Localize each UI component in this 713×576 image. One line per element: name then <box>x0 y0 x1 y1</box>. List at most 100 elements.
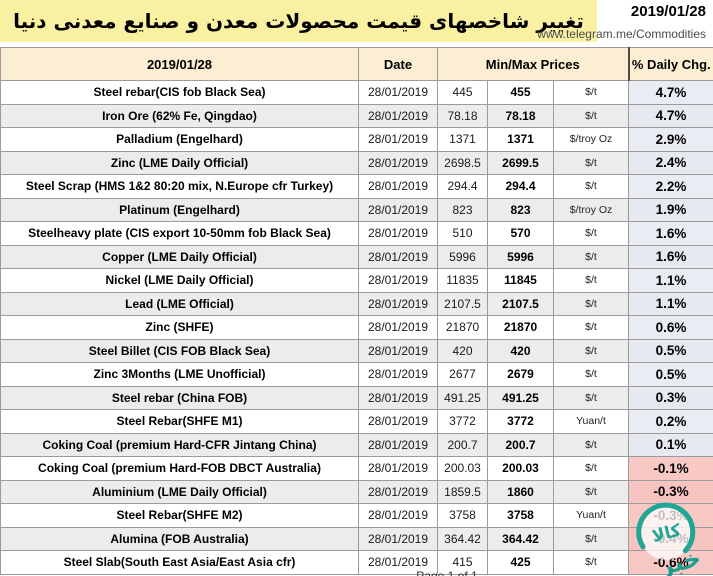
commodity-name-cell: Iron Ore (62% Fe, Qingdao) <box>0 103 359 128</box>
daily-change-cell: 0.5% <box>628 362 713 387</box>
watermark-icon: کالا خبر <box>636 502 704 576</box>
date-cell: 28/01/2019 <box>358 127 438 152</box>
date-cell: 28/01/2019 <box>358 268 438 293</box>
max-price-cell: 3758 <box>487 503 554 528</box>
max-price-cell: 1371 <box>487 127 554 152</box>
table-row: Zinc (LME Daily Official) 28/01/2019 2698.… <box>0 150 713 175</box>
unit-cell: $/t <box>552 103 630 128</box>
min-price-cell: 510 <box>437 221 488 246</box>
unit-cell: $/t <box>552 526 630 551</box>
min-price-cell: 78.18 <box>437 103 488 128</box>
daily-change-cell: 0.1% <box>628 432 713 457</box>
commodity-name-cell: Steel Rebar(SHFE M2) <box>0 503 359 528</box>
max-price-cell: 78.18 <box>487 103 554 128</box>
unit-cell: $/t <box>552 291 630 316</box>
prices-table: 2019/01/28 Date Min/Max Prices % Daily C… <box>0 47 713 575</box>
min-price-cell: 3772 <box>437 409 488 434</box>
unit-cell: $/troy Oz <box>552 127 630 152</box>
table-row: Steel Billet (CIS FOB Black Sea) 28/01/20… <box>0 338 713 363</box>
date-cell: 28/01/2019 <box>358 80 438 105</box>
table-row: Aluminium (LME Daily Official) 28/01/2019… <box>0 479 713 504</box>
table-row: Alumina (FOB Australia) 28/01/2019 364.42 3… <box>0 526 713 551</box>
table-row: Iron Ore (62% Fe, Qingdao) 28/01/2019 78.1… <box>0 103 713 128</box>
header-meta: 2019/01/28 www.telegram.me/Commodities <box>537 3 706 41</box>
date-cell: 28/01/2019 <box>358 550 438 575</box>
min-price-cell: 200.03 <box>437 456 488 481</box>
table-row: Steel rebar(CIS fob Black Sea) 28/01/2019… <box>0 80 713 105</box>
daily-change-cell: 2.9% <box>628 127 713 152</box>
date-cell: 28/01/2019 <box>358 526 438 551</box>
commodity-name-cell: Zinc (LME Daily Official) <box>0 150 359 175</box>
daily-change-cell: -0.3% <box>628 479 713 504</box>
unit-cell: $/t <box>552 268 630 293</box>
min-price-cell: 3758 <box>437 503 488 528</box>
max-price-cell: 420 <box>487 338 554 363</box>
commodity-name-cell: Zinc (SHFE) <box>0 315 359 340</box>
daily-change-cell: 1.1% <box>628 268 713 293</box>
min-price-cell: 2698.5 <box>437 150 488 175</box>
date-cell: 28/01/2019 <box>358 244 438 269</box>
daily-change-cell: 0.2% <box>628 409 713 434</box>
unit-cell: $/t <box>552 174 630 199</box>
column-header-daily-change: % Daily Chg. <box>627 47 713 81</box>
commodity-name-cell: Alumina (FOB Australia) <box>0 526 359 551</box>
min-price-cell: 420 <box>437 338 488 363</box>
commodity-name-cell: Lead (LME Official) <box>0 291 359 316</box>
max-price-cell: 491.25 <box>487 385 554 410</box>
max-price-cell: 200.7 <box>487 432 554 457</box>
min-price-cell: 823 <box>437 197 488 222</box>
daily-change-cell: 0.5% <box>628 338 713 363</box>
max-price-cell: 200.03 <box>487 456 554 481</box>
max-price-cell: 5996 <box>487 244 554 269</box>
unit-cell: $/t <box>552 432 630 457</box>
commodity-name-cell: Coking Coal (premium Hard-FOB DBCT Austr… <box>0 456 359 481</box>
daily-change-cell: 2.2% <box>628 174 713 199</box>
date-cell: 28/01/2019 <box>358 456 438 481</box>
unit-cell: $/t <box>552 550 630 575</box>
page-number: Page 1 of 1 <box>416 569 478 576</box>
daily-change-cell: 0.3% <box>628 385 713 410</box>
daily-change-cell: 4.7% <box>628 103 713 128</box>
unit-cell: $/t <box>552 362 630 387</box>
min-price-cell: 364.42 <box>437 526 488 551</box>
daily-change-cell: -0.1% <box>628 456 713 481</box>
table-row: Platinum (Engelhard) 28/01/2019 823 823 $/tr… <box>0 197 713 222</box>
header-date: 2019/01/28 <box>630 3 706 20</box>
column-header-minmax: Min/Max Prices <box>436 47 630 81</box>
commodity-name-cell: Aluminium (LME Daily Official) <box>0 479 359 504</box>
commodity-name-cell: Zinc 3Months (LME Unofficial) <box>0 362 359 387</box>
max-price-cell: 3772 <box>487 409 554 434</box>
watermark-logo: کالا خبر <box>623 502 713 576</box>
date-cell: 28/01/2019 <box>358 291 438 316</box>
date-cell: 28/01/2019 <box>358 409 438 434</box>
min-price-cell: 1859.5 <box>437 479 488 504</box>
unit-cell: $/troy Oz <box>552 197 630 222</box>
unit-cell: $/t <box>552 338 630 363</box>
commodity-name-cell: Copper (LME Daily Official) <box>0 244 359 269</box>
min-price-cell: 21870 <box>437 315 488 340</box>
date-cell: 28/01/2019 <box>358 503 438 528</box>
commodity-name-cell: Steel Rebar(SHFE M1) <box>0 409 359 434</box>
commodity-name-cell: Steel rebar (China FOB) <box>0 385 359 410</box>
commodity-name-cell: Nickel (LME Daily Official) <box>0 268 359 293</box>
unit-cell: $/t <box>552 80 630 105</box>
table-row: Steel Rebar(SHFE M1) 28/01/2019 3772 3772 Yu… <box>0 409 713 434</box>
column-header-date: Date <box>358 47 438 81</box>
table-row: Steelheavy plate (CIS export 10-50mm fob… <box>0 221 713 246</box>
unit-cell: $/t <box>552 150 630 175</box>
min-price-cell: 491.25 <box>437 385 488 410</box>
table-row: Steel Slab(South East Asia/East Asia cfr… <box>0 550 713 575</box>
daily-change-cell: -0.6% <box>628 550 713 575</box>
unit-cell: $/t <box>552 221 630 246</box>
commodity-name-cell: Coking Coal (premium Hard-CFR Jintang Ch… <box>0 432 359 457</box>
telegram-url: www.telegram.me/Commodities <box>537 27 706 41</box>
date-cell: 28/01/2019 <box>358 338 438 363</box>
min-price-cell: 11835 <box>437 268 488 293</box>
commodity-name-cell: Steel rebar(CIS fob Black Sea) <box>0 80 359 105</box>
min-price-cell: 294.4 <box>437 174 488 199</box>
date-cell: 28/01/2019 <box>358 385 438 410</box>
daily-change-cell: 0.6% <box>628 315 713 340</box>
max-price-cell: 21870 <box>487 315 554 340</box>
commodity-name-cell: Platinum (Engelhard) <box>0 197 359 222</box>
